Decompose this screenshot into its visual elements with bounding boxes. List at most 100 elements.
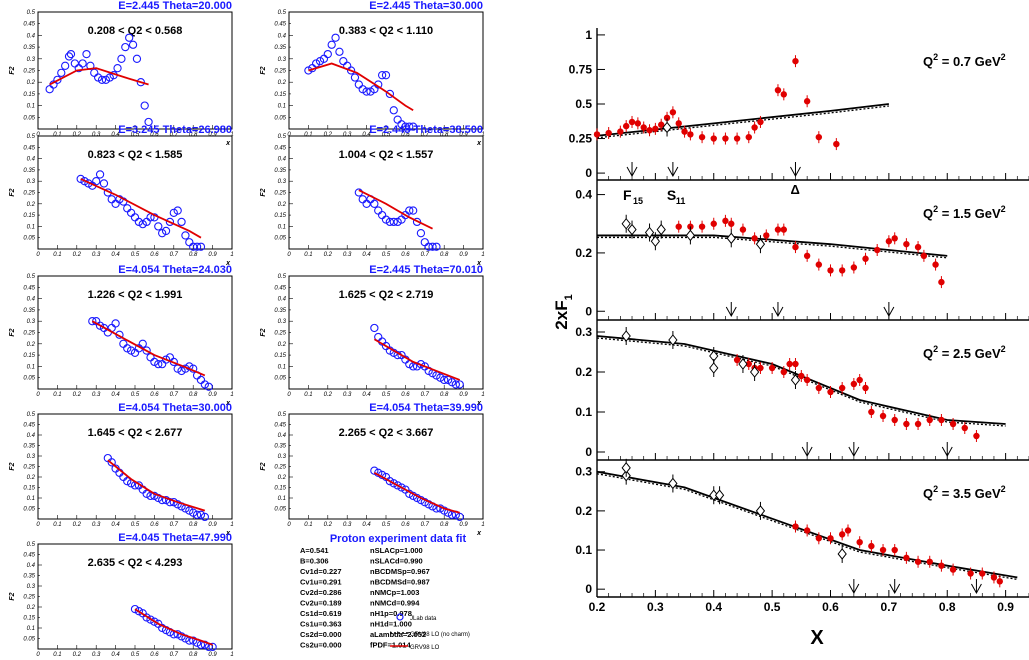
y-tick-label: 0.3	[27, 319, 36, 325]
y-tick-label: 0.4	[27, 563, 36, 569]
y-tick-label: 0.25	[23, 595, 35, 601]
y-tick-label: 0.2	[27, 80, 36, 86]
param-right: nBCDMSp=0.967	[370, 567, 430, 576]
resonance-label-s11-sub: 11	[676, 196, 686, 206]
y-axis-label: 2xF1	[552, 294, 575, 329]
red-data-point	[838, 531, 846, 538]
red-data-point	[774, 86, 782, 94]
resonance-arrow	[848, 442, 860, 458]
y-tick-label: 0.3	[27, 57, 36, 63]
resonance-label-f15-sub: 15	[633, 196, 643, 206]
red-data-point	[751, 124, 758, 131]
red-data-point	[710, 220, 717, 227]
subplot-title: E=3.245 Theta=26.980	[118, 124, 232, 136]
data-point	[107, 195, 116, 204]
resonance-arrow	[790, 162, 801, 178]
x-tick-label: 0.7	[421, 252, 430, 258]
x-tick-label: 0.3	[343, 132, 352, 138]
data-point	[140, 101, 149, 110]
x-tick-label: 0.7	[881, 600, 898, 614]
x-tick-label: 0	[36, 132, 40, 138]
x-tick-label: 0.5	[131, 392, 140, 398]
y-tick-label: 0.15	[274, 353, 286, 359]
data-point	[196, 375, 206, 385]
q2-label-exp: 2	[933, 204, 938, 214]
param-left: Cs1u=0.363	[300, 620, 342, 629]
data-point	[405, 122, 414, 131]
x-axis-label: x	[225, 260, 231, 267]
q2-label: Q2 = 0.7 GeV2	[923, 52, 1006, 69]
x-tick-label: 0.3	[92, 652, 101, 658]
red-data-point	[979, 570, 986, 577]
x-tick-label: 0.4	[111, 132, 120, 138]
data-point	[70, 59, 80, 68]
y-tick-label: 0.4	[27, 433, 36, 439]
red-data-point	[926, 558, 933, 565]
data-point	[389, 106, 398, 115]
x-tick-label: 0	[287, 252, 291, 258]
y-tick-label: 0.3	[278, 319, 287, 325]
q2-label-rest: = 3.5 GeV	[938, 486, 1001, 501]
fit-curve	[358, 189, 433, 230]
data-point	[173, 206, 182, 215]
y-axis-label: F2	[260, 188, 267, 196]
y-tick-label: 0.3	[278, 179, 287, 185]
subplot-title: E=2.445 Theta=70.010	[369, 264, 483, 276]
red-data-point	[710, 135, 717, 142]
x-tick-label: 0.7	[421, 522, 430, 528]
x-tick-label: 0	[36, 522, 40, 528]
subplot-1: 0.050.10.150.20.250.30.350.40.450.50 0.1 0…	[9, 0, 234, 147]
q2-range-label: 0.383 < Q2 < 1.110	[339, 25, 433, 37]
y-tick-label: 0.15	[23, 92, 35, 98]
open-diamond-point	[726, 232, 736, 245]
data-point	[125, 33, 134, 42]
data-point	[323, 49, 332, 59]
red-data-point	[792, 57, 799, 65]
data-point	[111, 319, 120, 328]
y-tick-label: 0.35	[274, 444, 286, 450]
y-tick-label: 0.3	[278, 57, 287, 63]
param-left: Cs1d=0.619	[300, 609, 342, 618]
subplot-title: E=2.445 Theta=38.500	[369, 124, 483, 136]
y-axis-label-main: 2xF	[552, 300, 571, 329]
y-tick-label: 0.25	[23, 69, 35, 75]
red-data-point	[938, 416, 945, 424]
y-tick-label: 0.25	[23, 331, 35, 337]
data-point	[185, 238, 194, 247]
red-data-point	[891, 546, 898, 554]
y-tick-label: 0.05	[274, 236, 286, 242]
data-point	[150, 617, 159, 626]
y-tick-label: 0.1	[575, 405, 592, 419]
y-tick-label: 0.35	[23, 168, 35, 174]
param-right: nSLACd=0.990	[370, 557, 423, 566]
y-tick-label: 0.2	[278, 80, 287, 86]
y-tick-label: 0.45	[274, 423, 286, 429]
red-data-point	[903, 554, 910, 562]
grv-no-charm-curve	[596, 105, 889, 139]
y-tick-label: 0.4	[278, 297, 287, 303]
grv-curve	[596, 335, 1006, 425]
y-tick-label: 0.3	[27, 454, 36, 460]
data-point	[57, 68, 66, 77]
fit-curve	[91, 320, 206, 377]
x-tick-label: 0	[287, 392, 291, 398]
red-data-point	[949, 566, 957, 573]
x-tick-label: 0.6	[401, 392, 410, 398]
data-point	[362, 199, 371, 208]
y-tick-label: 0.25	[23, 465, 35, 471]
fit-curve	[373, 338, 461, 381]
x-tick-label: 0	[36, 392, 40, 398]
x-tick-label: 0.9	[208, 132, 217, 138]
legend-entries: JLab data GRV98 LO (no charm) GRV98 LO	[390, 613, 470, 651]
red-data-point	[803, 98, 811, 105]
x-tick-label: 0.9	[459, 132, 468, 138]
red-data-point	[780, 226, 787, 233]
q2-label-exp2: 2	[1001, 52, 1006, 62]
x-tick-label: 0.3	[647, 600, 664, 614]
q2-label-q: Q	[923, 346, 933, 361]
y-tick-label: 0.4	[27, 297, 36, 303]
x-tick-label: 0.6	[401, 252, 410, 258]
q2-range-label: 2.265 < Q2 < 3.667	[339, 427, 434, 439]
red-data-point	[698, 133, 706, 141]
x-tick-label: 0.3	[343, 392, 352, 398]
